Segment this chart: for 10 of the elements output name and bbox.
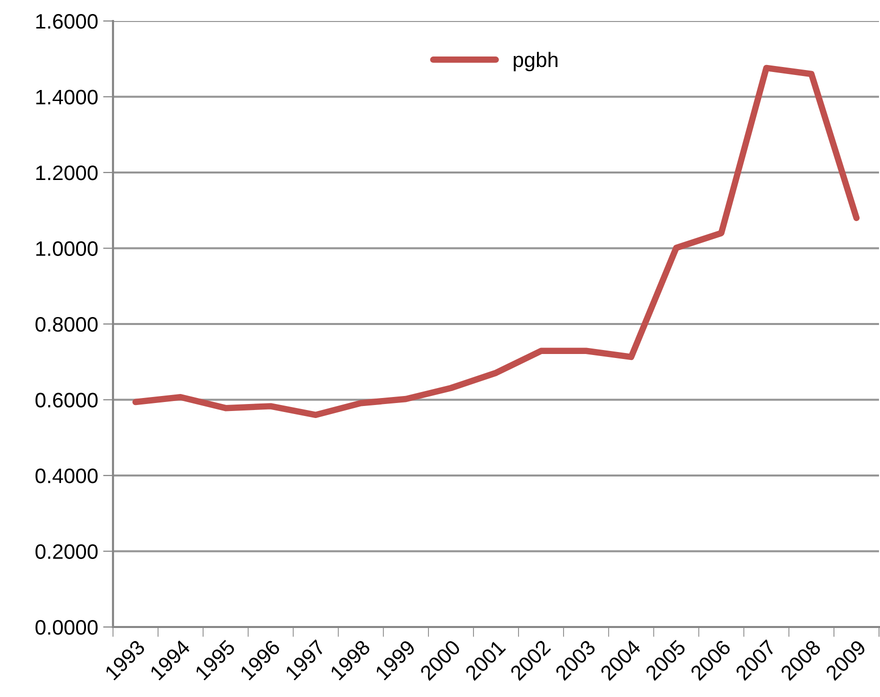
y-tick-label: 0.0000 <box>36 620 98 635</box>
y-tick-label: 0.6000 <box>36 392 98 408</box>
y-tick-label: 1.0000 <box>36 241 98 256</box>
y-tick-label: 1.6000 <box>36 14 98 29</box>
y-tick-label: 0.8000 <box>36 317 98 332</box>
y-tick-label: 1.4000 <box>36 90 98 105</box>
y-tick-label: 0.4000 <box>36 468 98 484</box>
legend-label: pgbh <box>514 52 558 72</box>
y-tick-label: 0.2000 <box>36 544 98 560</box>
y-tick-label: 1.2000 <box>36 166 98 180</box>
